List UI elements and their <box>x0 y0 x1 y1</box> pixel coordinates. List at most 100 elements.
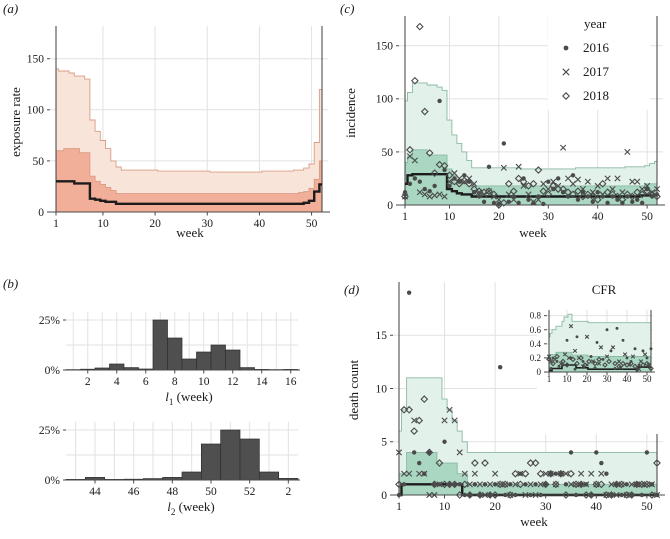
svg-text:150: 150 <box>376 41 394 53</box>
svg-text:0: 0 <box>537 367 542 377</box>
bar <box>167 337 183 371</box>
b2-axes: 44 46 48 50 52 2 0% 25% <box>39 425 300 498</box>
a-band-inner_interval <box>56 148 322 212</box>
bar <box>109 363 125 371</box>
a-gridlines <box>50 26 328 212</box>
svg-text:20: 20 <box>583 374 593 384</box>
svg-text:150: 150 <box>27 54 45 66</box>
panel-a-chart: 1 10 20 30 40 50 0 50 100 150 <box>27 26 330 230</box>
svg-text:46: 46 <box>128 486 140 498</box>
svg-text:1: 1 <box>402 211 408 223</box>
svg-text:0%: 0% <box>45 475 61 487</box>
c-band-outer_interval <box>405 82 657 205</box>
svg-text:1: 1 <box>53 218 59 230</box>
d-scatter-2016 <box>396 290 660 498</box>
svg-text:0.6: 0.6 <box>530 325 542 335</box>
panel-d-letter: (d) <box>344 282 360 297</box>
svg-text:0: 0 <box>387 200 393 212</box>
panel-c-chart: 1 10 20 30 40 50 0 50 100 150 <box>376 16 665 223</box>
svg-text:2: 2 <box>285 486 291 498</box>
c-median-line <box>405 173 657 198</box>
panel-c-xlabel: week <box>519 225 547 240</box>
bar <box>210 344 226 371</box>
svg-text:30: 30 <box>202 218 214 230</box>
svg-text:100: 100 <box>376 94 394 106</box>
svg-text:2: 2 <box>85 376 91 388</box>
inset-title: CFR <box>591 282 617 297</box>
legend-item-2018: 2018 <box>558 88 650 104</box>
svg-text:1: 1 <box>396 501 402 513</box>
legend-item-2017: 2017 <box>558 64 650 80</box>
svg-text:15: 15 <box>376 330 388 342</box>
svg-text:10: 10 <box>97 218 109 230</box>
svg-text:10: 10 <box>439 501 451 513</box>
svg-text:10: 10 <box>444 211 456 223</box>
svg-text:0.2: 0.2 <box>530 353 541 363</box>
svg-text:30: 30 <box>603 374 613 384</box>
svg-text:16: 16 <box>285 376 297 388</box>
svg-text:48: 48 <box>167 486 179 498</box>
svg-text:0: 0 <box>381 490 387 502</box>
svg-text:20: 20 <box>489 501 501 513</box>
bar <box>181 358 197 371</box>
svg-text:10: 10 <box>198 376 210 388</box>
svg-text:14: 14 <box>256 376 268 388</box>
a-median-line <box>56 180 322 205</box>
c-scatter-2018 <box>401 22 661 209</box>
svg-text:0: 0 <box>38 207 44 219</box>
x-marker-icon <box>558 64 574 80</box>
bar <box>225 349 241 371</box>
legend-year: year 2016 2017 2018 <box>548 14 650 110</box>
circle-marker-icon <box>558 40 574 56</box>
svg-text:50: 50 <box>33 156 45 168</box>
diamond-marker-icon <box>558 88 574 104</box>
svg-text:50: 50 <box>205 486 217 498</box>
d_inset-scatter-2017 <box>546 324 652 372</box>
svg-text:44: 44 <box>89 486 101 498</box>
bar <box>258 471 280 481</box>
hist1-xlabel: l1 (week) <box>165 389 213 407</box>
svg-text:40: 40 <box>254 218 266 230</box>
svg-text:4: 4 <box>114 376 120 388</box>
bar <box>196 351 212 371</box>
svg-text:5: 5 <box>381 437 387 449</box>
bar <box>152 319 168 371</box>
svg-text:10: 10 <box>563 374 573 384</box>
b1-bars <box>65 319 299 371</box>
svg-text:30: 30 <box>543 211 555 223</box>
legend-label: 2016 <box>583 40 609 55</box>
panel-b-chart: 2 4 6 8 10 12 14 160%25%44 46 48 50 52 20%25% <box>39 312 300 498</box>
svg-text:40: 40 <box>591 501 603 513</box>
svg-text:40: 40 <box>623 374 633 384</box>
svg-text:0%: 0% <box>45 365 61 377</box>
hist2-xlabel: l2 (week) <box>167 499 215 517</box>
svg-text:0.8: 0.8 <box>530 311 542 321</box>
panel-a-letter: (a) <box>3 1 19 16</box>
a-band-outer_interval <box>56 68 322 213</box>
d_inset-axes: 1 10 20 30 40 50 0 0.2 0.4 0.6 0.8 <box>530 311 655 384</box>
svg-text:20: 20 <box>149 218 161 230</box>
panel-d-ylabel: death count <box>346 359 361 421</box>
svg-text:50: 50 <box>641 211 653 223</box>
d-scatter-2018 <box>395 395 661 499</box>
svg-text:12: 12 <box>227 376 239 388</box>
svg-text:10: 10 <box>376 383 388 395</box>
svg-text:6: 6 <box>143 376 149 388</box>
svg-text:50: 50 <box>643 374 653 384</box>
svg-text:30: 30 <box>540 501 552 513</box>
svg-text:1: 1 <box>547 374 552 384</box>
svg-text:25%: 25% <box>39 425 61 437</box>
a-axes: 1 10 20 30 40 50 0 50 100 150 <box>27 54 330 230</box>
bar <box>239 438 260 481</box>
svg-text:20: 20 <box>493 211 505 223</box>
c-axes: 1 10 20 30 40 50 0 50 100 150 <box>376 41 665 223</box>
panel-b-letter: (b) <box>3 276 19 291</box>
legend-label: 2017 <box>583 64 609 79</box>
svg-text:100: 100 <box>27 105 45 117</box>
d_inset-scatter-2018 <box>546 353 654 372</box>
panel-d-xlabel: week <box>520 514 548 529</box>
svg-text:25%: 25% <box>39 315 61 327</box>
panel-d-chart: 1 10 20 30 40 50 0 5 10 15 1 10 20 30 40 50 0 0.2 0.4 0.6 0.… <box>376 282 669 513</box>
